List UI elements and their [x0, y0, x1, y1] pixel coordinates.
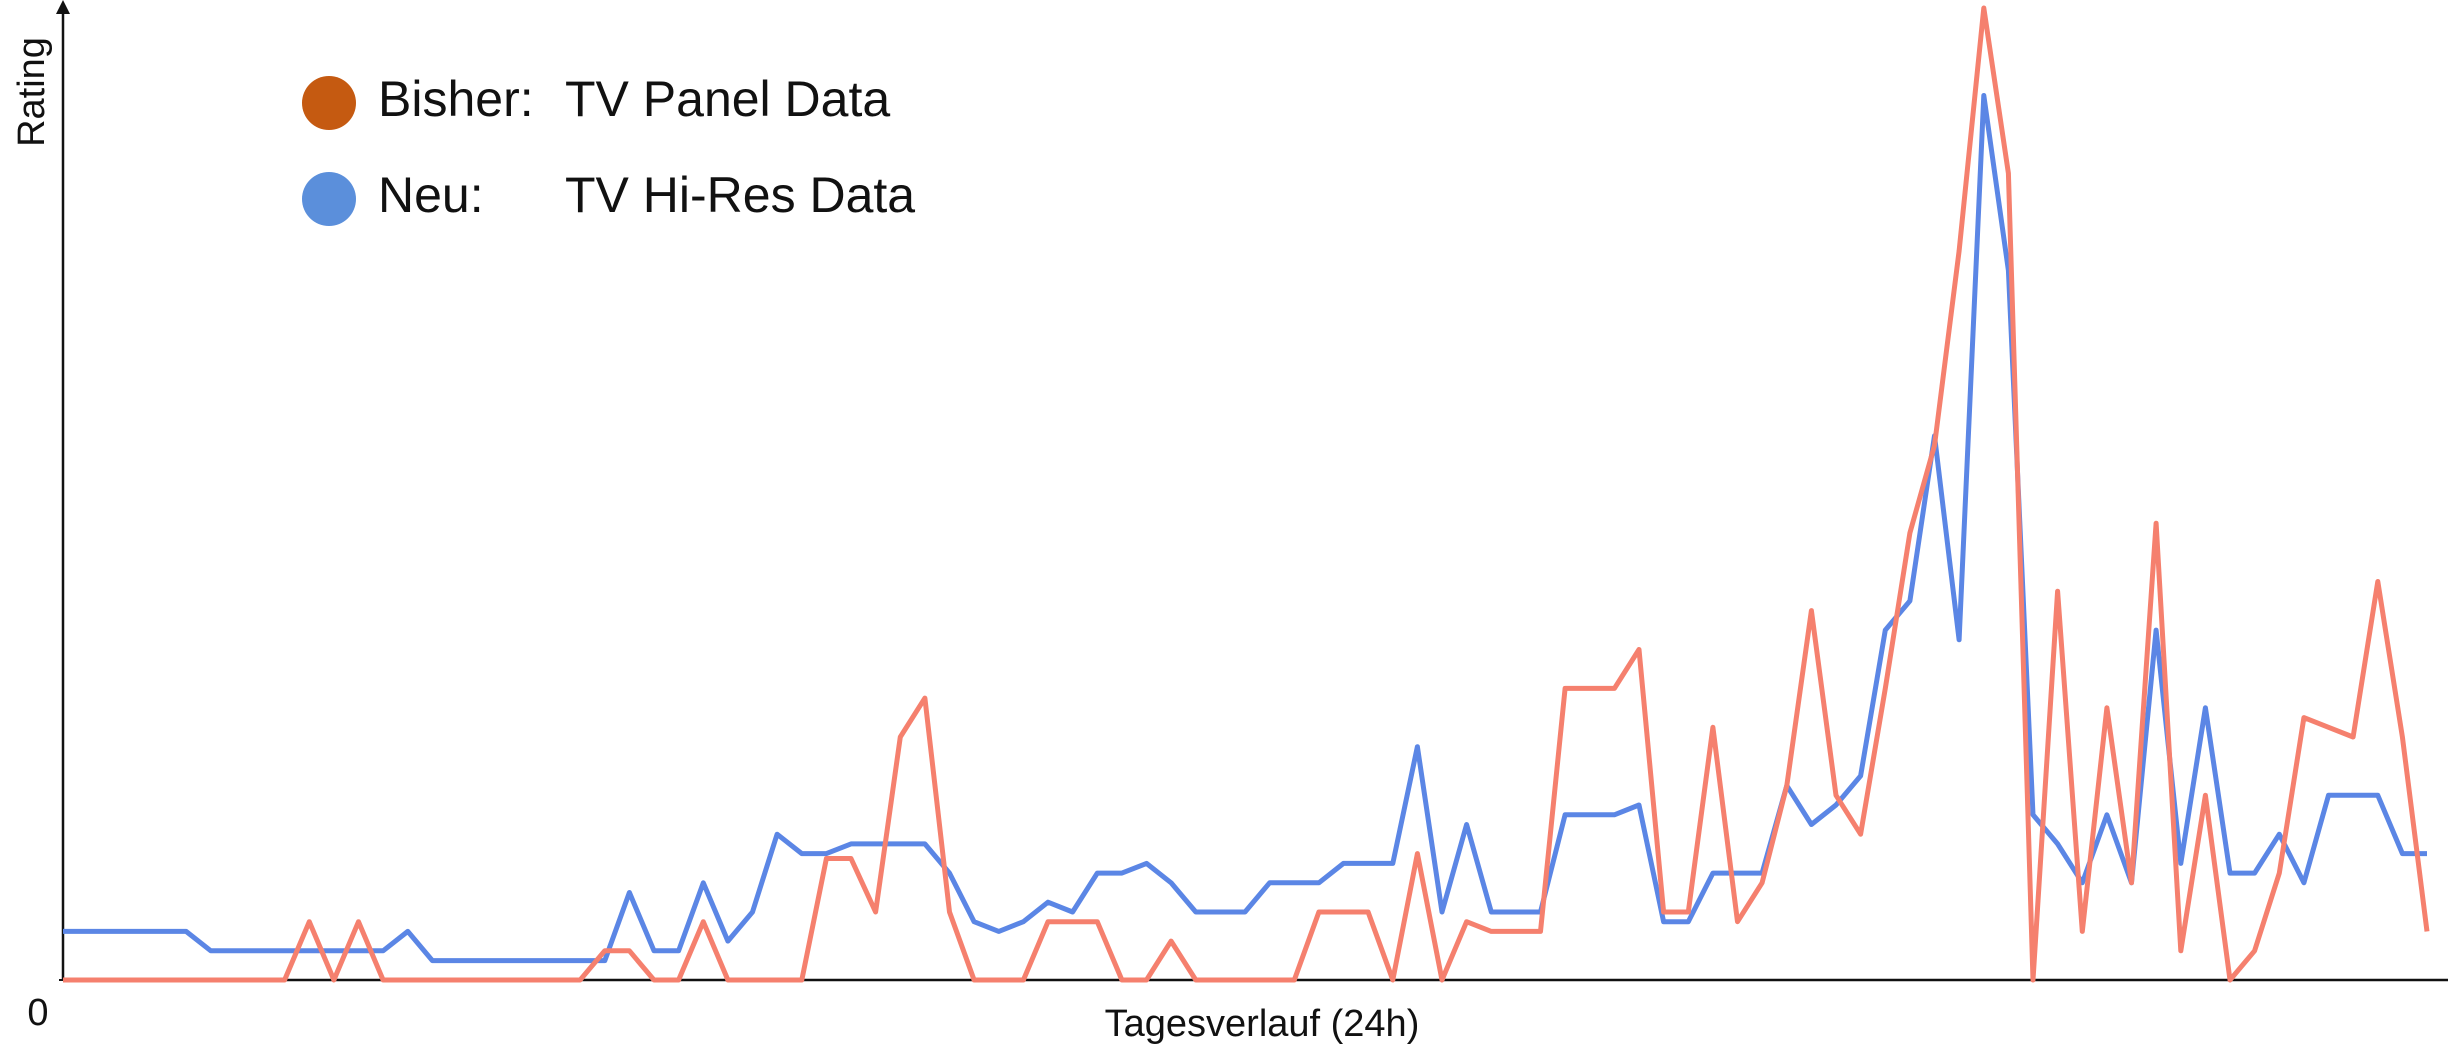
legend-label: TV Hi-Res Data [565, 167, 915, 223]
series-line [63, 5, 2430, 983]
y-tick-label: 0 [27, 992, 48, 1034]
legend: Bisher: TV Panel Data Neu: TV Hi-Res Data [302, 71, 915, 226]
series-line [63, 93, 2427, 964]
legend-marker [302, 172, 356, 226]
lines [63, 5, 2430, 983]
y-axis-arrow [56, 0, 70, 14]
legend-label: TV Panel Data [565, 71, 890, 127]
x-axis-label: Tagesverlauf (24h) [1105, 1003, 1420, 1045]
y-axis-label: Rating [11, 37, 53, 147]
legend-group: Bisher: [378, 71, 534, 127]
legend-group: Neu: [378, 167, 484, 223]
legend-marker [302, 76, 356, 130]
